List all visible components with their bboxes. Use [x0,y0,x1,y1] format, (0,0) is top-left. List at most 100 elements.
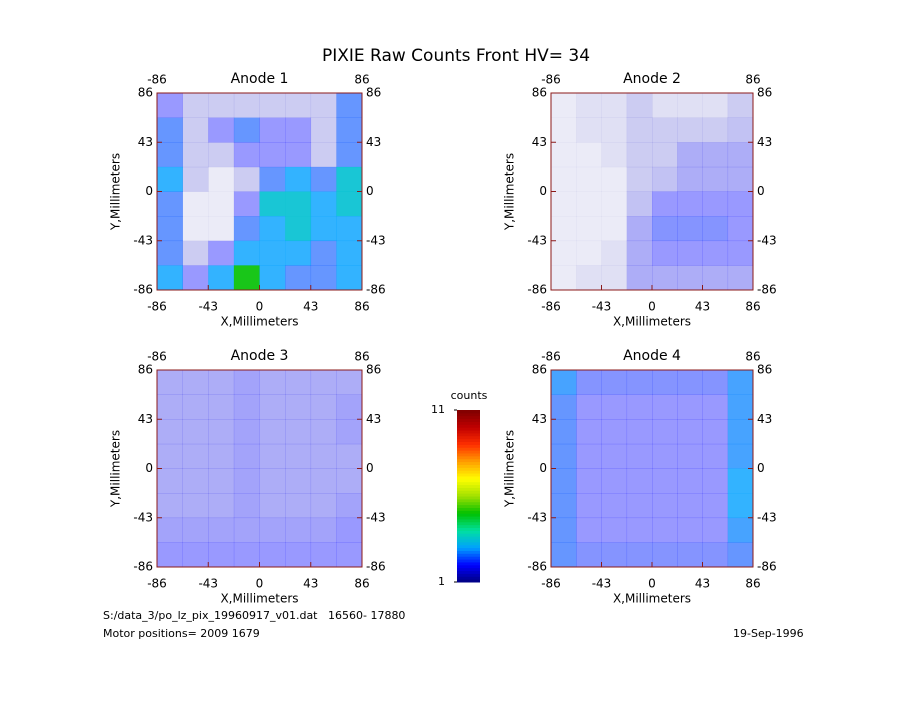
colorbar-swatch [457,430,480,434]
heat-cell [182,93,209,118]
heat-cell [727,240,754,266]
colorbar-swatch [457,418,480,422]
colorbar-swatch [457,516,480,520]
heat-cell [626,517,653,543]
heat-cell [702,166,729,192]
heat-cell [336,542,363,568]
heat-cell [182,142,209,168]
colorbar-swatch [457,490,480,494]
date-label: 19-Sep-1996 [733,627,804,640]
heat-cell [208,240,235,266]
heat-cell [310,142,337,168]
heat-cell [702,493,729,519]
heat-cell [336,468,363,494]
heat-cell [182,419,209,445]
colorbar-swatch [457,496,480,500]
heat-cell [652,468,678,494]
x-tick-label: 86 [354,577,369,591]
colorbar-swatch [457,570,480,574]
heat-cell [702,93,729,118]
heat-cell [285,142,312,168]
y-tick-label: 0 [145,184,153,198]
heat-cell [551,370,577,395]
x-tick-label: 43 [695,577,710,591]
heat-cell [233,517,260,543]
heat-cell [551,517,577,543]
heat-cell [702,265,729,291]
colorbar-swatch [457,453,480,457]
colorbar-swatch [457,427,480,431]
y-tick-label: 0 [539,184,547,198]
file-label: S:/data_3/po_lz_pix_19960917_v01.dat 165… [103,609,405,622]
panel-title: Anode 3 [231,348,289,364]
heat-cell [157,240,183,266]
heat-cell [310,493,337,519]
heat-cell [182,443,209,469]
heat-cell [601,93,628,118]
y2-tick-label: -43 [757,510,777,524]
colorbar-swatch [457,444,480,448]
panel-title: Anode 2 [623,71,681,87]
heat-cell [233,443,260,469]
x-tick-label: -43 [198,300,218,314]
colorbar-swatch [457,550,480,554]
heat-cell [626,468,653,494]
heat-cell [157,517,183,543]
colorbar-swatch [457,478,480,483]
heat-cell [727,142,754,168]
colorbar-tick-label: 11 [431,403,445,416]
heat-cell [626,443,653,469]
heat-cell [551,419,577,445]
colorbar-swatch [457,455,480,460]
heat-cell [601,265,628,291]
heat-cell [310,93,337,118]
y-tick-label: -43 [133,510,153,524]
colorbar-swatch [457,541,480,546]
heat-cell [626,142,653,168]
heat-cell [677,93,703,118]
heat-cell [551,468,577,494]
colorbar-swatch [457,561,480,566]
colorbar-swatch [457,536,480,540]
heat-cell [601,117,628,143]
colorbar-swatch [457,556,480,560]
heat-cell [310,542,337,568]
heat-cell [310,216,337,242]
heat-cell [233,142,260,168]
motor-label: Motor positions= 2009 1679 [103,627,260,640]
heat-cell [157,542,183,568]
y-tick-label: -86 [527,560,547,574]
colorbar-swatch [457,507,480,511]
colorbar-swatch [457,527,480,531]
heat-cell [677,216,703,242]
heat-cell [157,265,183,291]
heat-cell [259,468,286,494]
heat-cell [233,166,260,192]
heat-cell [727,542,754,568]
x-tick-label: 86 [745,577,760,591]
heat-cell [310,117,337,143]
colorbar-label: counts [451,389,488,402]
heat-cell [626,191,653,217]
heat-cell [233,370,260,395]
colorbar-swatch [457,530,480,534]
heat-cell [259,93,286,118]
heat-cell [259,216,286,242]
colorbar-swatch [457,547,480,551]
y-tick-label: -86 [133,560,153,574]
heat-cell [652,493,678,519]
colorbar-swatch [457,504,480,508]
colorbar-swatch [457,501,480,506]
y-axis-label: Y,Millimeters [503,153,517,231]
heat-cell [677,394,703,420]
heat-cell [652,542,678,568]
colorbar-swatch [457,458,480,463]
colorbar-swatch [457,553,480,557]
heat-cell [182,191,209,217]
heat-cell [626,93,653,118]
colorbar-swatch [457,473,480,477]
y2-tick-label: -86 [757,283,777,297]
x-tick-label: 0 [648,300,656,314]
heat-cell [652,166,678,192]
heat-cell [182,216,209,242]
